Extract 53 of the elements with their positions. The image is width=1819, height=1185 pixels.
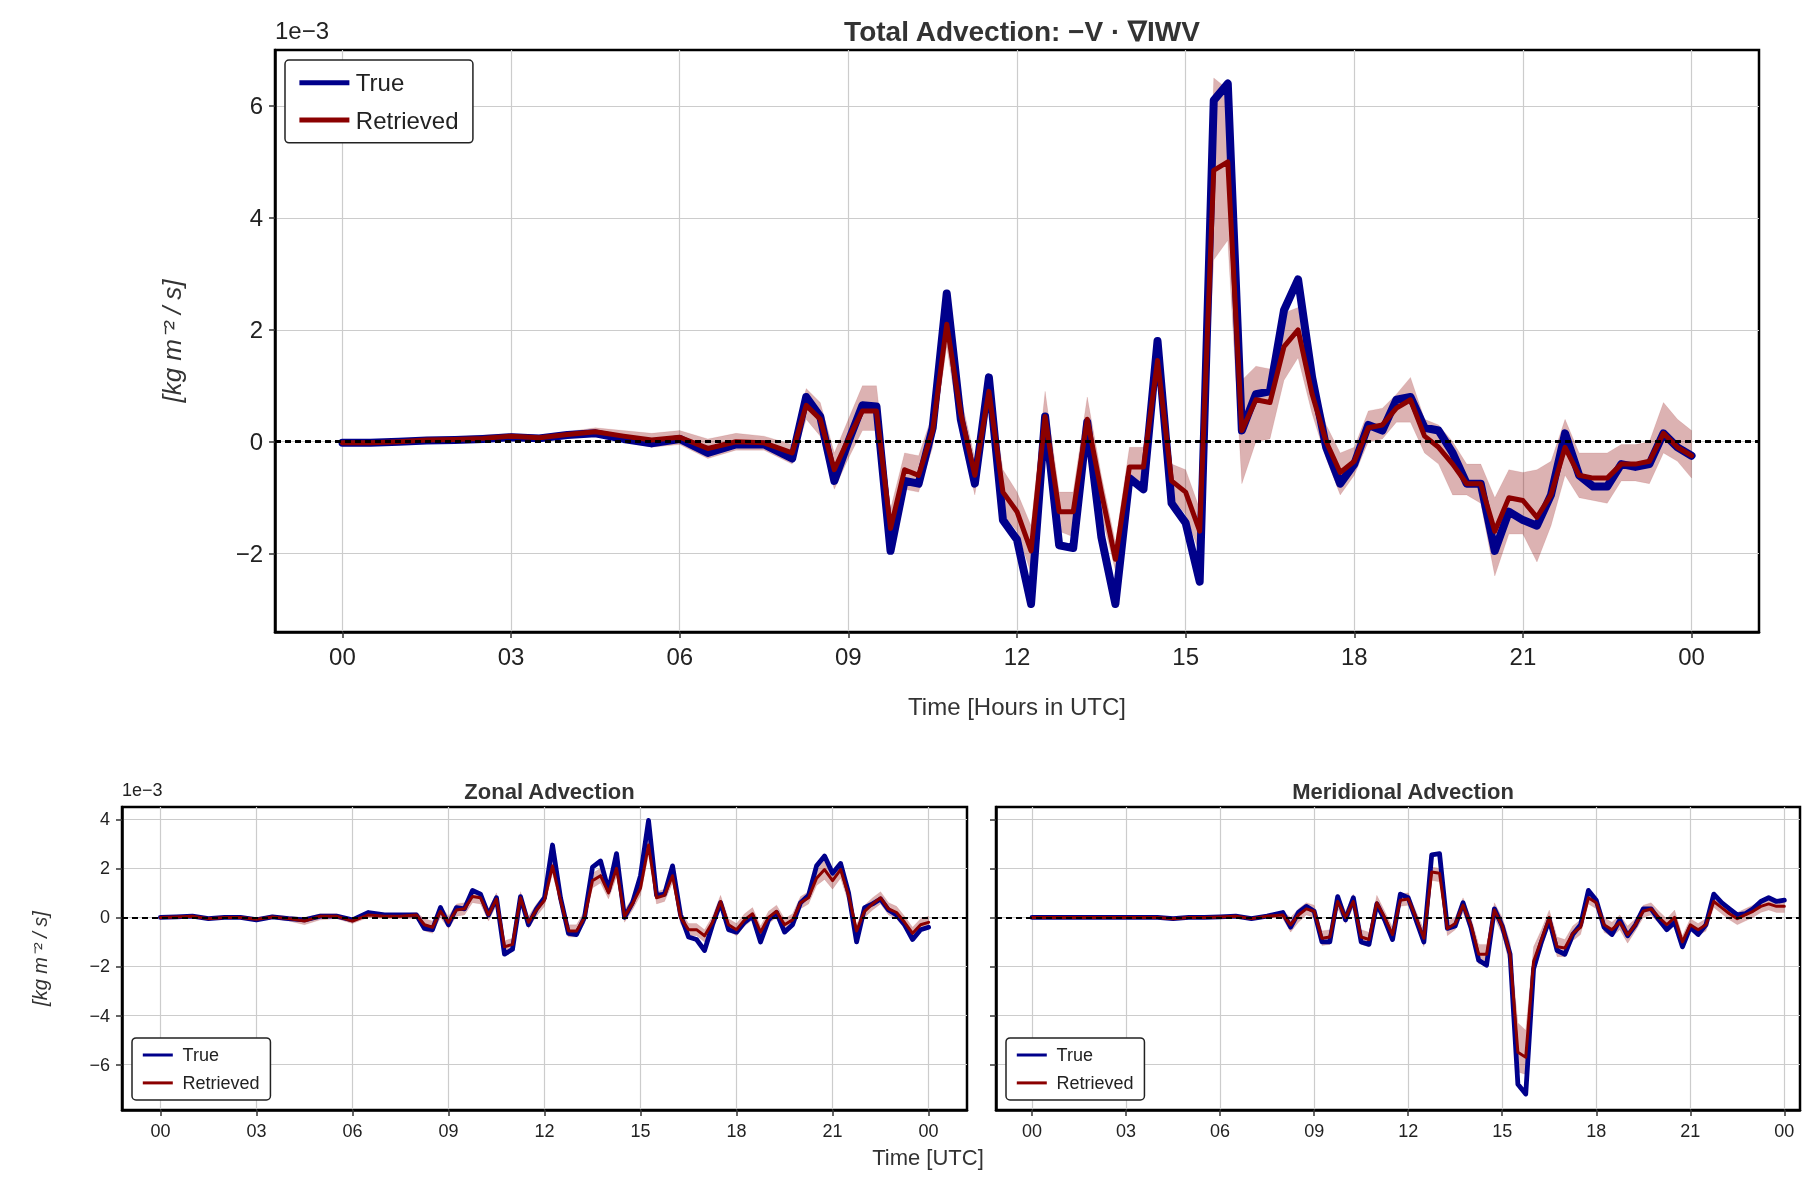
x-tick-label: 09 — [1304, 1121, 1325, 1141]
x-tick-label: 03 — [497, 642, 525, 670]
text: 1e−3 — [275, 16, 330, 44]
y-tick-label: 0 — [249, 428, 263, 456]
x-tick-label: 00 — [150, 1121, 171, 1141]
x-tick-label: 09 — [835, 642, 862, 670]
x-tick-label: 06 — [1210, 1121, 1231, 1141]
y-tick-label: 6 — [249, 92, 263, 120]
chart-title: Zonal Advection — [464, 778, 635, 804]
x-tick-label: 06 — [666, 642, 694, 670]
x-tick-label: 15 — [1492, 1121, 1513, 1141]
y-tick-label: −2 — [235, 540, 263, 568]
x-tick-label: 00 — [329, 642, 356, 670]
y-axis-title: [kg m⁻² / s] — [29, 910, 51, 1007]
legend-label: True — [355, 69, 405, 97]
x-tick-label: 00 — [918, 1121, 939, 1141]
x-tick-label: 15 — [1172, 642, 1199, 670]
x-tick-label: 00 — [1022, 1121, 1043, 1141]
y-tick-label: −2 — [89, 956, 110, 977]
y-tick-label: 4 — [249, 204, 263, 232]
x-tick-label: 00 — [1678, 642, 1705, 670]
x-tick-label: 12 — [1003, 642, 1031, 670]
x-tick-label: 15 — [630, 1121, 651, 1141]
text: 1e−3 — [122, 780, 163, 800]
y-tick-label: 0 — [99, 907, 110, 928]
legend-label: Retrieved — [1056, 1072, 1134, 1093]
legend-label: Retrieved — [355, 106, 459, 134]
y-axis-title: [kg m⁻² / s] — [157, 278, 187, 404]
y-tick-label: 4 — [99, 809, 110, 830]
x-tick-label: 21 — [1680, 1121, 1701, 1141]
y-tick-label: −6 — [89, 1054, 110, 1075]
x-tick-label: 12 — [1398, 1121, 1419, 1141]
x-tick-label: 12 — [534, 1121, 555, 1141]
x-tick-label: 09 — [438, 1121, 459, 1141]
chart-title: Total Advection: −V · ∇IWV — [844, 15, 1201, 47]
x-tick-label: 21 — [822, 1121, 843, 1141]
y-tick-label: −4 — [89, 1005, 110, 1026]
x-tick-label: 06 — [342, 1121, 363, 1141]
x-tick-label: 03 — [246, 1121, 267, 1141]
x-tick-label: 00 — [1774, 1121, 1795, 1141]
legend-label: True — [182, 1045, 219, 1065]
y-tick-label: 2 — [99, 858, 110, 879]
x-tick-label: 21 — [1509, 642, 1537, 670]
legend-label: True — [1056, 1045, 1093, 1065]
y-tick-label: 2 — [249, 316, 263, 344]
x-axis-title: Time [Hours in UTC] — [908, 692, 1126, 720]
x-tick-label: 18 — [1340, 642, 1368, 670]
x-tick-label: 03 — [1116, 1121, 1137, 1141]
x-tick-label: 18 — [1586, 1121, 1607, 1141]
chart-title: Meridional Advection — [1292, 778, 1514, 804]
x-axis-title: Time [UTC] — [872, 1144, 984, 1170]
x-tick-label: 18 — [726, 1121, 747, 1141]
legend-label: Retrieved — [182, 1072, 260, 1093]
